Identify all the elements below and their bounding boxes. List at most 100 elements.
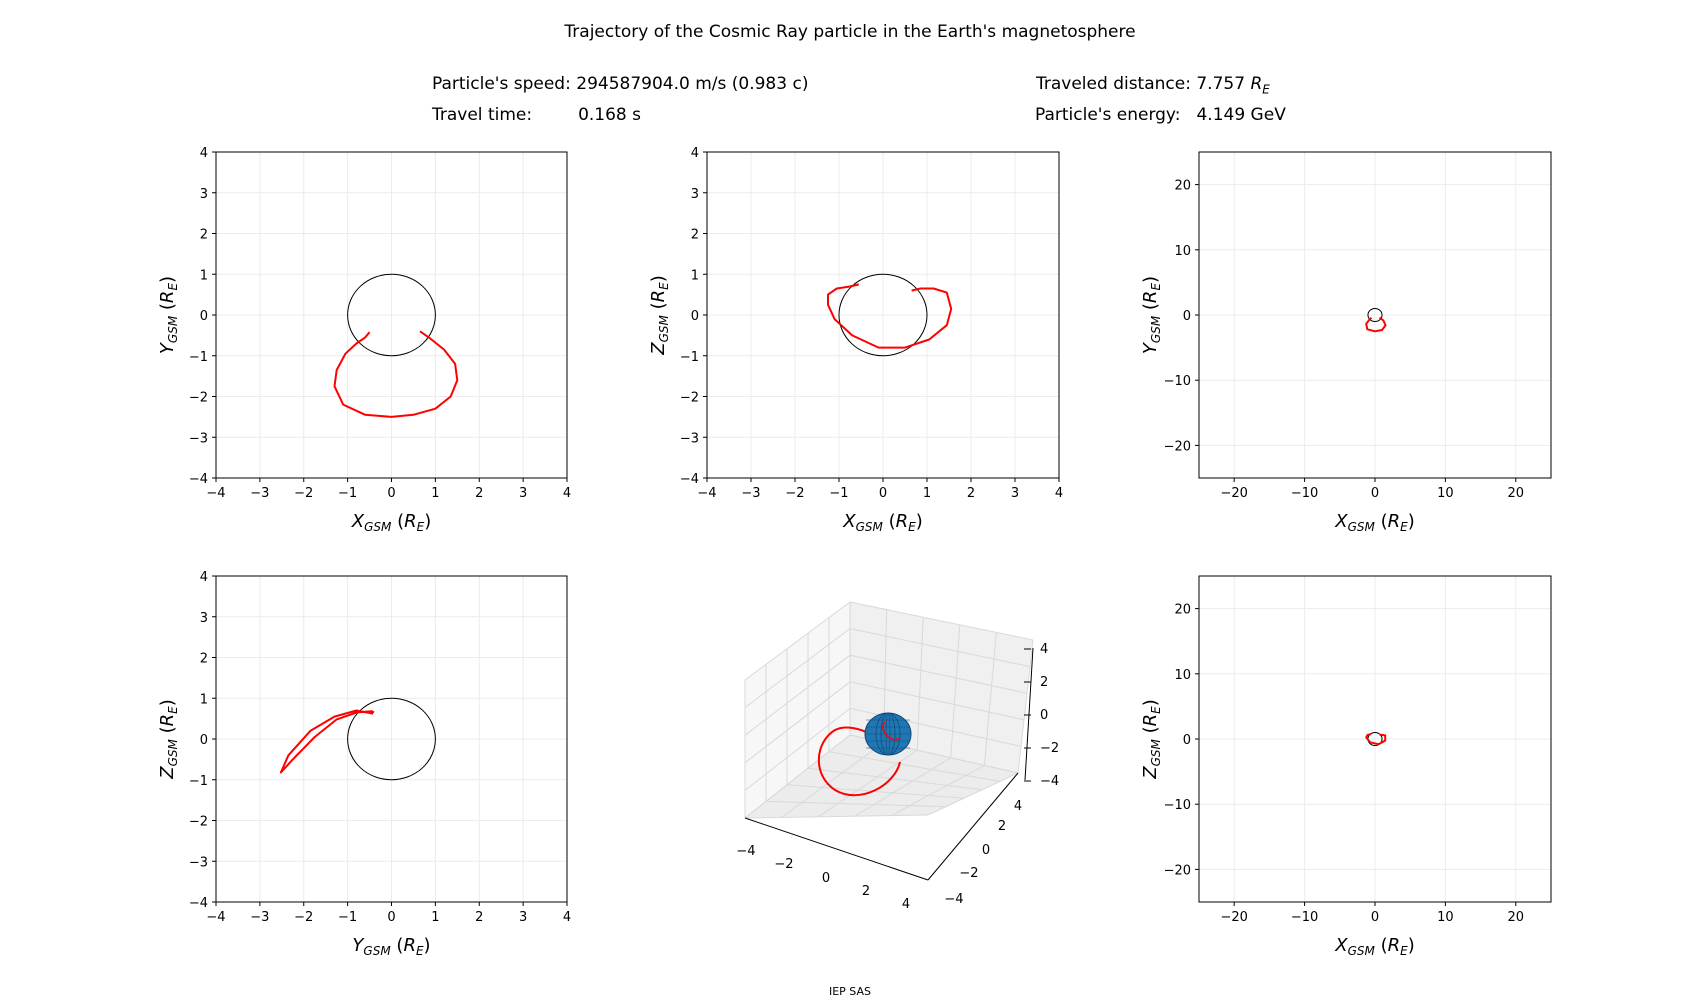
axis-label-unit: R	[648, 290, 669, 303]
grid-line-3d	[849, 628, 1031, 668]
y-tick-label: 4	[691, 146, 699, 161]
axis-label-subscript: GSM	[363, 944, 391, 958]
distance-unit-sub: E	[1262, 82, 1270, 97]
x-tick-label: 1	[431, 486, 439, 501]
y-tick-label-3d: 2	[998, 819, 1006, 834]
y-tick-label: 1	[691, 268, 699, 283]
axis-label-paren-close: )	[424, 511, 431, 532]
energy-label: Particle's energy:	[1035, 105, 1181, 125]
axis-label-symbol: Z	[157, 766, 178, 780]
energy-value: 4.149 GeV	[1196, 105, 1286, 125]
x-tick-label: 0	[387, 910, 395, 925]
y-tick-label: −2	[189, 391, 208, 406]
y-tick-label: 10	[1174, 244, 1191, 259]
x-tick-label: −3	[741, 486, 760, 501]
x-tick-label: 0	[1371, 910, 1379, 925]
axis-label-symbol: Y	[1140, 341, 1161, 354]
y-tick-label: −3	[189, 431, 208, 446]
y-tick-label: 4	[200, 146, 208, 161]
axis-label-paren-open: (	[1375, 935, 1388, 956]
grid-line-3d	[849, 654, 1028, 694]
earth-circle	[838, 273, 928, 357]
axis-label-subscript: GSM	[364, 520, 392, 534]
axis-label-paren-open: (	[648, 302, 669, 315]
axis-label-symbol: X	[1334, 511, 1348, 532]
x-tick-label: −4	[206, 486, 225, 501]
axis-label-paren-open: (	[157, 303, 178, 316]
x-tick-label: 4	[1055, 486, 1063, 501]
y-tick-label: −20	[1164, 439, 1191, 454]
time-value: 0.168 s	[578, 105, 642, 125]
y-tick-label: 4	[200, 570, 208, 585]
axis-label-paren-open: (	[1140, 726, 1161, 739]
distance-value: 7.757	[1196, 74, 1246, 94]
x-tick-label: 2	[475, 910, 483, 925]
axis-label-paren-open: (	[391, 935, 404, 956]
y-tick-label: 3	[200, 187, 208, 202]
axis-label-paren-close: )	[157, 699, 178, 706]
x-tick-label: 10	[1437, 486, 1454, 501]
grid-line-3d	[744, 814, 929, 819]
axis-label-unit-subscript: E	[1400, 944, 1408, 958]
axis-label-subscript: GSM	[657, 314, 671, 342]
y-tick-label: −4	[189, 472, 208, 487]
axis-label-paren-close: )	[916, 511, 923, 532]
axis-label: YGSM (RE)	[157, 276, 180, 354]
y-tick-label: −10	[1164, 374, 1191, 389]
y-axis-3d	[927, 772, 1019, 881]
y-tick-label: 10	[1174, 668, 1191, 683]
x-tick-label: 3	[519, 910, 527, 925]
grid-line-3d	[781, 742, 884, 818]
y-tick-label: 2	[691, 228, 699, 243]
time-info: Travel time: 0.168 s	[432, 105, 641, 125]
y-tick-label-3d: −4	[944, 892, 963, 907]
x-tick-label: −1	[338, 486, 357, 501]
x-tick-label: 20	[1508, 910, 1525, 925]
axis-label-symbol: X	[351, 511, 365, 532]
axis-label-unit-subscript: E	[166, 283, 180, 291]
axis-label-unit: R	[1140, 714, 1161, 727]
x-tick-label: −20	[1220, 486, 1247, 501]
axis-label-unit: R	[1140, 291, 1161, 304]
grid-line-3d	[786, 784, 965, 799]
axis-label-unit: R	[1388, 935, 1401, 956]
y-tick-label: 20	[1174, 179, 1191, 194]
y-tick-label-3d: 0	[982, 843, 990, 858]
y-tick-label: 2	[200, 652, 208, 667]
x-tick-label-3d: 0	[822, 871, 830, 886]
axis-label-paren-close: )	[1140, 699, 1161, 706]
x-tick-label: −10	[1291, 910, 1318, 925]
earth-circle	[1367, 307, 1383, 323]
y-tick-label: 0	[1183, 309, 1191, 324]
x-tick-label: 1	[923, 486, 931, 501]
axis-label: YGSM (RE)	[1140, 276, 1163, 354]
figure-title: Trajectory of the Cosmic Ray particle in…	[564, 22, 1136, 42]
grid-line-3d	[744, 734, 851, 819]
x-tick-label: −20	[1220, 910, 1247, 925]
grid-line-3d	[854, 757, 952, 817]
y-tick-label: −1	[189, 350, 208, 365]
axis-label-subscript: GSM	[1348, 944, 1376, 958]
axis-label-symbol: X	[842, 511, 856, 532]
z-tick-label-3d: 0	[1040, 708, 1048, 723]
earth-meridian	[875, 712, 901, 756]
y-tick-label: −2	[189, 815, 208, 830]
x-tick-label-3d: −2	[774, 857, 793, 872]
grid-line-3d	[744, 708, 851, 791]
x-tick-label: −2	[294, 910, 313, 925]
x-tick-label: 2	[475, 486, 483, 501]
x-tick-label: 1	[431, 910, 439, 925]
grid-line-3d	[927, 772, 1019, 816]
axis-label: XGSM (RE)	[842, 511, 923, 534]
y-tick-label: 20	[1174, 603, 1191, 618]
x-tick-label: −3	[250, 486, 269, 501]
x-tick-label: −1	[338, 910, 357, 925]
y-tick-label-3d: −2	[959, 866, 978, 881]
axis-label-subscript: GSM	[1149, 315, 1163, 343]
trajectory-line-3d	[817, 726, 901, 797]
grid-line-3d	[744, 601, 851, 681]
axis-label-unit: R	[896, 511, 909, 532]
axis-label-unit: R	[1388, 511, 1401, 532]
axis-label-symbol: Z	[648, 342, 669, 356]
axis-label: XGSM (RE)	[1334, 935, 1415, 958]
